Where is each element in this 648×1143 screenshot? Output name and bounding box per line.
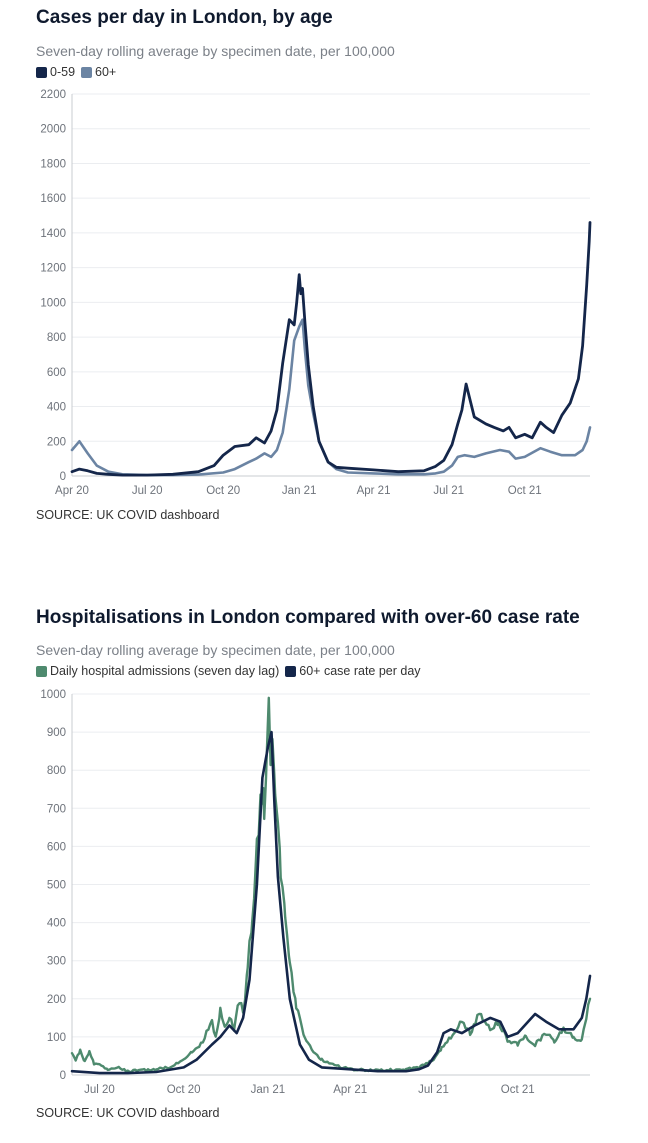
y-tick-label: 1600: [40, 193, 66, 205]
chart-legend: 0-59 60+: [36, 65, 122, 79]
y-tick-label: 800: [47, 765, 66, 777]
x-tick-label: Jul 20: [132, 485, 163, 497]
x-tick-label: Apr 20: [55, 485, 89, 497]
y-tick-label: 200: [47, 436, 66, 448]
x-tick-label: Jul 20: [84, 1084, 115, 1096]
legend-swatch: [285, 665, 297, 677]
legend-label: 60+: [95, 65, 117, 79]
y-tick-label: 0: [60, 1070, 66, 1082]
y-tick-label: 700: [47, 803, 66, 815]
x-tick-label: Oct 20: [206, 485, 240, 497]
x-tick-label: Jan 21: [251, 1084, 286, 1096]
y-tick-label: 1200: [40, 263, 66, 275]
x-tick-label: Oct 20: [167, 1084, 201, 1096]
y-tick-label: 2000: [40, 124, 66, 136]
series-line-0-59[interactable]: [70, 221, 592, 477]
chart-subtitle: Seven-day rolling average by specimen da…: [36, 43, 395, 59]
legend-swatch: [36, 66, 47, 78]
x-tick-label: Jul 21: [418, 1084, 449, 1096]
legend-label: 0-59: [50, 65, 76, 79]
y-tick-label: 2200: [40, 89, 66, 101]
y-tick-label: 600: [47, 841, 66, 853]
y-tick-label: 400: [47, 402, 66, 414]
x-tick-label: Jan 21: [282, 485, 317, 497]
legend-item-hospital-admissions[interactable]: Daily hospital admissions (seven day lag…: [36, 664, 279, 678]
cases-chart-plot: 0 200 400 600 800 1000 1200 1400 1600 1800 2000 220…: [40, 89, 592, 497]
y-tick-label: 500: [47, 880, 66, 892]
chart-title: Hospitalisations in London compared with…: [36, 607, 580, 628]
legend-item-60-plus-case-rate[interactable]: 60+ case rate per day: [285, 664, 421, 678]
legend-swatch: [36, 665, 47, 677]
chart-source: SOURCE: UK COVID dashboard: [36, 1106, 220, 1120]
legend-label: 60+ case rate per day: [299, 664, 421, 678]
y-tick-label: 300: [47, 956, 66, 968]
chart-title: Cases per day in London, by age: [36, 7, 333, 28]
chart-legend: Daily hospital admissions (seven day lag…: [36, 664, 427, 678]
series-line-60[interactable]: [70, 318, 592, 477]
y-tick-label: 900: [47, 727, 66, 739]
x-tick-label: Apr 21: [357, 485, 391, 497]
legend-item-60-plus[interactable]: 60+: [81, 65, 116, 79]
chart-subtitle: Seven-day rolling average by specimen da…: [36, 642, 395, 658]
y-tick-label: 100: [47, 1032, 66, 1044]
series-line-60-case-rate-per-day[interactable]: [70, 730, 592, 1075]
legend-label: Daily hospital admissions (seven day lag…: [50, 664, 280, 678]
y-tick-label: 1000: [40, 689, 66, 701]
y-tick-label: 0: [60, 471, 66, 483]
hospital-chart-plot: 0 100 200 300 400 500 600 700 800 900 1000 Jul 20 Oc…: [40, 689, 592, 1096]
x-tick-label: Apr 21: [333, 1084, 367, 1096]
y-tick-label: 1000: [40, 297, 66, 309]
y-tick-label: 800: [47, 332, 66, 344]
x-tick-label: Oct 21: [508, 485, 542, 497]
chart-source: SOURCE: UK COVID dashboard: [36, 508, 220, 522]
y-tick-label: 1800: [40, 158, 66, 170]
y-tick-label: 1400: [40, 228, 66, 240]
y-tick-label: 200: [47, 994, 66, 1006]
y-tick-label: 400: [47, 918, 66, 930]
legend-swatch: [81, 66, 93, 78]
x-tick-label: Oct 21: [501, 1084, 535, 1096]
legend-item-0-59[interactable]: 0-59: [36, 65, 75, 79]
y-tick-label: 600: [47, 367, 66, 379]
x-tick-label: Jul 21: [433, 485, 464, 497]
